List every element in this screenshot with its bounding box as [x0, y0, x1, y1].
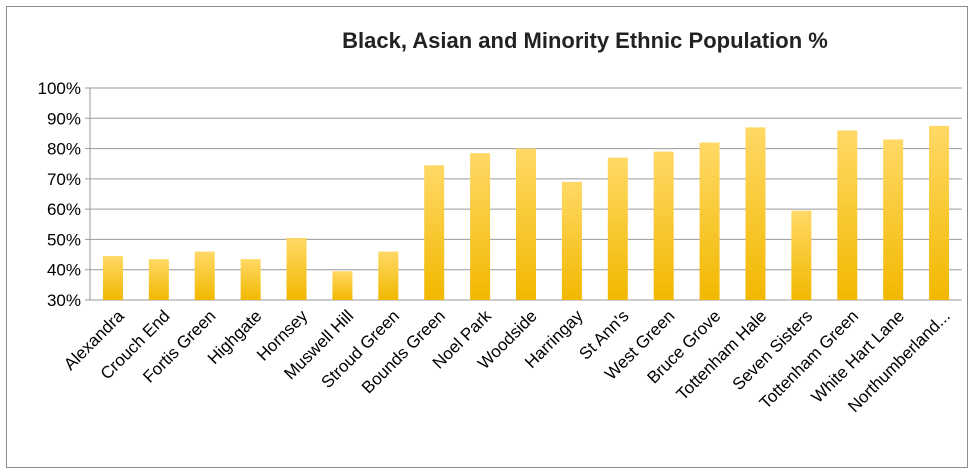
bar — [791, 210, 812, 300]
bar — [286, 237, 307, 300]
bar — [745, 127, 766, 300]
y-tick-label: 50% — [47, 230, 81, 249]
bar — [470, 153, 491, 300]
chart-title: Black, Asian and Minority Ethnic Populat… — [342, 28, 828, 53]
x-category-label: Seven Sisters — [729, 306, 817, 394]
y-tick-label: 70% — [47, 170, 81, 189]
y-tick-label: 100% — [38, 79, 81, 98]
bar — [883, 139, 904, 300]
y-tick-label: 30% — [47, 291, 81, 310]
bar — [332, 271, 353, 300]
bar — [516, 148, 536, 300]
bar — [561, 181, 582, 300]
bar — [424, 165, 445, 300]
bar — [194, 251, 215, 300]
bar — [837, 130, 858, 300]
bar — [699, 142, 720, 300]
bar — [240, 259, 261, 300]
bar — [148, 259, 169, 300]
bar — [378, 251, 399, 300]
bar — [102, 256, 123, 300]
bar — [607, 157, 628, 300]
bar — [929, 125, 950, 300]
y-tick-label: 90% — [47, 109, 81, 128]
y-tick-label: 40% — [47, 261, 81, 280]
y-tick-label: 60% — [47, 200, 81, 219]
y-tick-label: 80% — [47, 140, 81, 159]
bar — [653, 151, 674, 300]
